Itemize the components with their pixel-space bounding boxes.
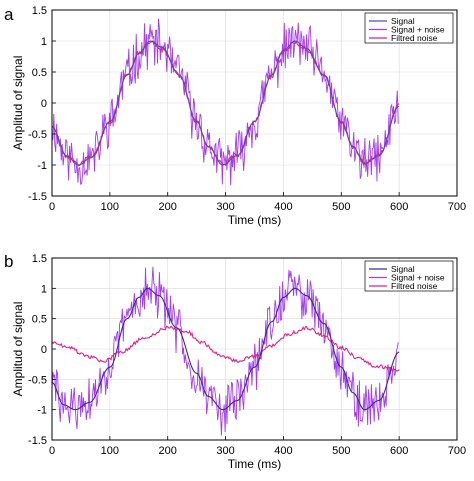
series-line-signal-noise: [51, 18, 399, 186]
x-tick-label: 700: [448, 445, 466, 457]
x-tick-label: 100: [101, 445, 119, 457]
chart-panel-a: a 0 100 200 300 400 500 600 700 -1.5 -1 -0.5 0 0.5 1 1…: [4, 5, 466, 227]
y-tick-label: 1: [41, 36, 47, 48]
y-tick-label: 1: [41, 283, 47, 295]
x-axis-label-b: Time (ms): [228, 457, 282, 471]
ticks-b: 0 100 200 300 400 500 600 700 -1.5 -1 -0.5 0 0.5 1 1.5: [28, 253, 466, 457]
legend-entry: Filtred noise: [391, 281, 438, 291]
x-tick-label: 0: [49, 201, 55, 213]
legend-entry: Signal + noise: [391, 25, 445, 35]
x-tick-label: 200: [159, 201, 177, 213]
series-line-signal: [51, 287, 400, 411]
y-axis-label-a: Amplitud of signal: [11, 56, 25, 151]
x-tick-label: 600: [390, 445, 408, 457]
chart-panel-b: b 0 100 200 300 400 500 600 700 -1.5 -1 -0.5 0 0.5 1 1…: [4, 252, 466, 471]
y-tick-label: -0.5: [28, 129, 47, 141]
x-tick-label: 400: [274, 201, 292, 213]
y-tick-label: -0.5: [28, 374, 47, 386]
x-tick-label: 500: [332, 445, 350, 457]
x-tick-label: 0: [49, 445, 55, 457]
y-tick-label: -1.5: [28, 435, 47, 447]
panel-label-a: a: [4, 5, 14, 24]
x-tick-label: 300: [216, 201, 234, 213]
x-tick-label: 100: [101, 201, 119, 213]
legend-entry: Filtred noise: [391, 33, 438, 43]
y-tick-label: 0.5: [32, 67, 47, 79]
series-layer-b: [51, 266, 400, 436]
y-tick-label: -1: [37, 160, 47, 172]
y-tick-label: -1: [37, 405, 47, 417]
legend-entry: Signal: [391, 16, 415, 26]
y-tick-label: -1.5: [28, 191, 47, 203]
y-tick-label: 0: [41, 344, 47, 356]
y-tick-label: 1.5: [32, 5, 47, 17]
series-layer-a: [51, 18, 400, 186]
y-tick-label: 0.5: [32, 314, 47, 326]
x-tick-label: 500: [332, 201, 350, 213]
x-tick-label: 400: [274, 445, 292, 457]
legend-entry: Signal: [391, 264, 415, 274]
x-tick-label: 200: [159, 445, 177, 457]
series-line-filtred-noise: [51, 40, 400, 167]
ticks-a: 0 100 200 300 400 500 600 700 -1.5 -1 -0.5 0 0.5 1 1.5: [28, 5, 466, 213]
x-tick-label: 700: [448, 201, 466, 213]
y-axis-label-b: Amplitud of signal: [11, 302, 25, 397]
x-axis-label-a: Time (ms): [228, 213, 282, 227]
series-line-signal-noise: [51, 266, 399, 436]
y-tick-label: 0: [41, 98, 47, 110]
series-line-filtred-noise: [51, 325, 400, 373]
x-tick-label: 600: [390, 201, 408, 213]
panel-label-b: b: [4, 252, 13, 271]
y-tick-label: 1.5: [32, 253, 47, 265]
series-line-signal: [51, 40, 400, 166]
x-tick-label: 300: [216, 445, 234, 457]
legend-entry: Signal + noise: [391, 273, 445, 283]
